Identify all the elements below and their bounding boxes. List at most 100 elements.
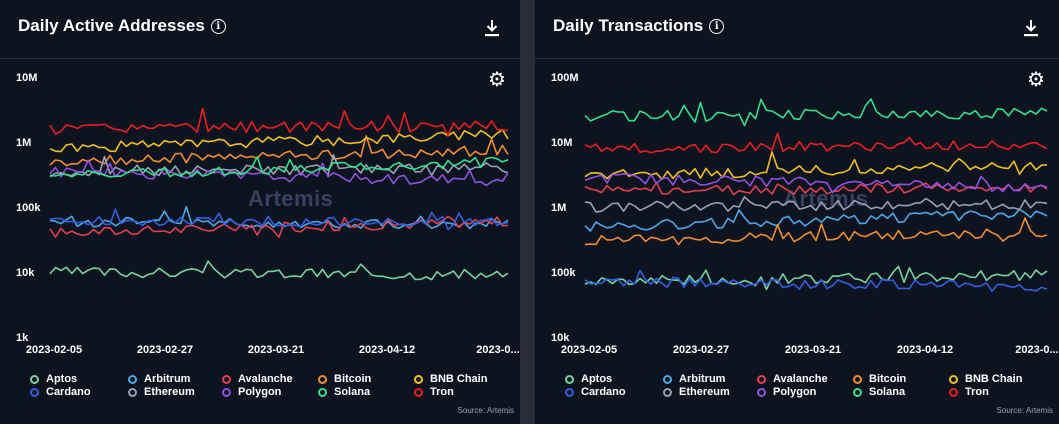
legend-label: Bitcoin [869,373,907,385]
y-tick-label: 1k [16,332,29,344]
series-line-tron[interactable] [584,132,1048,154]
gear-icon[interactable]: ⚙ [488,69,506,91]
legend-label: BNB Chain [965,373,1023,385]
legend-item-ethereum[interactable]: Ethereum [663,386,730,398]
series-line-ethereum[interactable] [584,196,1048,213]
daily-transactions-panel: Daily Transactions i ⚙ Artemis 100M 10M 1M 1… [535,0,1059,424]
legend-item-aptos[interactable]: Aptos [565,373,612,385]
source-label: Source: Artemis [996,406,1053,415]
legend-item-bnb-chain[interactable]: BNB Chain [414,373,487,385]
legend-item-solana[interactable]: Solana [853,386,905,398]
legend-swatch [318,388,327,397]
legend-swatch [757,388,766,397]
legend-item-avalanche[interactable]: Avalanche [222,373,293,385]
legend-item-polygon[interactable]: Polygon [222,386,281,398]
y-tick-label: 10M [551,137,572,149]
series-line-avalanche[interactable] [49,215,509,238]
legend-swatch [565,388,574,397]
x-tick-label: 2023-04-12 [897,344,953,356]
legend-item-cardano[interactable]: Cardano [565,386,626,398]
legend-label: Tron [430,386,454,398]
info-icon[interactable]: i [709,19,725,34]
divider [535,58,1059,59]
series-line-solana[interactable] [49,156,509,178]
series-line-tron[interactable] [49,107,509,137]
x-tick-label: 2023-0... [476,344,519,356]
legend-swatch [565,375,574,384]
legend-swatch [949,375,958,384]
legend-label: Ethereum [144,386,195,398]
legend-swatch [949,388,958,397]
legend-swatch [128,375,137,384]
legend-item-bnb-chain[interactable]: BNB Chain [949,373,1022,385]
legend-swatch [318,375,327,384]
gear-icon[interactable]: ⚙ [1027,69,1045,91]
legend-item-ethereum[interactable]: Ethereum [128,386,195,398]
download-icon[interactable] [484,18,500,38]
legend-item-aptos[interactable]: Aptos [30,373,77,385]
legend-swatch [222,375,231,384]
legend-swatch [30,375,39,384]
legend-item-arbitrum[interactable]: Arbitrum [128,373,190,385]
legend-item-arbitrum[interactable]: Arbitrum [663,373,725,385]
info-icon[interactable]: i [210,19,226,34]
legend-swatch [853,375,862,384]
x-tick-label: 2023-02-05 [561,344,617,356]
legend-label: Solana [869,386,906,398]
series-line-bnb-chain[interactable] [584,151,1048,181]
watermark: Artemis [248,186,334,211]
legend-label: Aptos [46,373,78,385]
legend-item-tron[interactable]: Tron [414,386,454,398]
daily-active-addresses-panel: Daily Active Addresses i ⚙ Artemis 10M 1M 1… [0,0,520,424]
legend-swatch [222,388,231,397]
legend-item-bitcoin[interactable]: Bitcoin [318,373,371,385]
legend-item-bitcoin[interactable]: Bitcoin [853,373,906,385]
legend-label: Aptos [581,373,613,385]
legend-item-solana[interactable]: Solana [318,386,370,398]
source-label: Source: Artemis [457,406,514,415]
series-line-aptos[interactable] [49,260,509,281]
series-line-arbitrum[interactable] [584,208,1048,232]
series-line-bnb-chain[interactable] [49,128,509,153]
x-tick-label: 2023-03-21 [785,344,841,356]
x-tick-label: 2023-02-05 [26,344,82,356]
series-line-cardano[interactable] [584,269,1048,292]
legend-item-avalanche[interactable]: Avalanche [757,373,828,385]
x-tick-label: 2023-03-21 [248,344,304,356]
legend-label: Cardano [46,386,91,398]
y-tick-label: 10k [551,332,570,344]
series-line-solana[interactable] [584,98,1048,127]
y-tick-label: 100k [551,267,576,279]
x-tick-label: 2023-0... [1015,344,1058,356]
series-line-polygon[interactable] [584,173,1048,194]
series-line-bitcoin[interactable] [584,217,1048,246]
y-tick-label: 100M [551,72,579,84]
legend-label: Avalanche [773,373,828,385]
legend-swatch [414,388,423,397]
legend-label: Cardano [581,386,626,398]
legend-swatch [757,375,766,384]
legend-item-cardano[interactable]: Cardano [30,386,91,398]
legend-item-tron[interactable]: Tron [949,386,989,398]
series-line-avalanche[interactable] [584,181,1048,196]
series-line-cardano[interactable] [49,208,509,231]
legend-label: Bitcoin [334,373,372,385]
legend-label: Arbitrum [679,373,726,385]
legend-label: Tron [965,386,989,398]
legend-swatch [663,388,672,397]
y-tick-label: 1M [551,202,566,214]
legend-label: Avalanche [238,373,293,385]
series-line-aptos[interactable] [584,265,1048,291]
legend-item-polygon[interactable]: Polygon [757,386,816,398]
legend-label: Polygon [773,386,817,398]
legend-label: Ethereum [679,386,730,398]
y-tick-label: 10k [16,267,35,279]
panel-title: Daily Active Addresses i [18,16,226,36]
legend-label: Solana [334,386,371,398]
series-line-arbitrum[interactable] [49,205,509,230]
legend-swatch [853,388,862,397]
series-line-bitcoin[interactable] [49,135,509,167]
download-icon[interactable] [1023,18,1039,38]
